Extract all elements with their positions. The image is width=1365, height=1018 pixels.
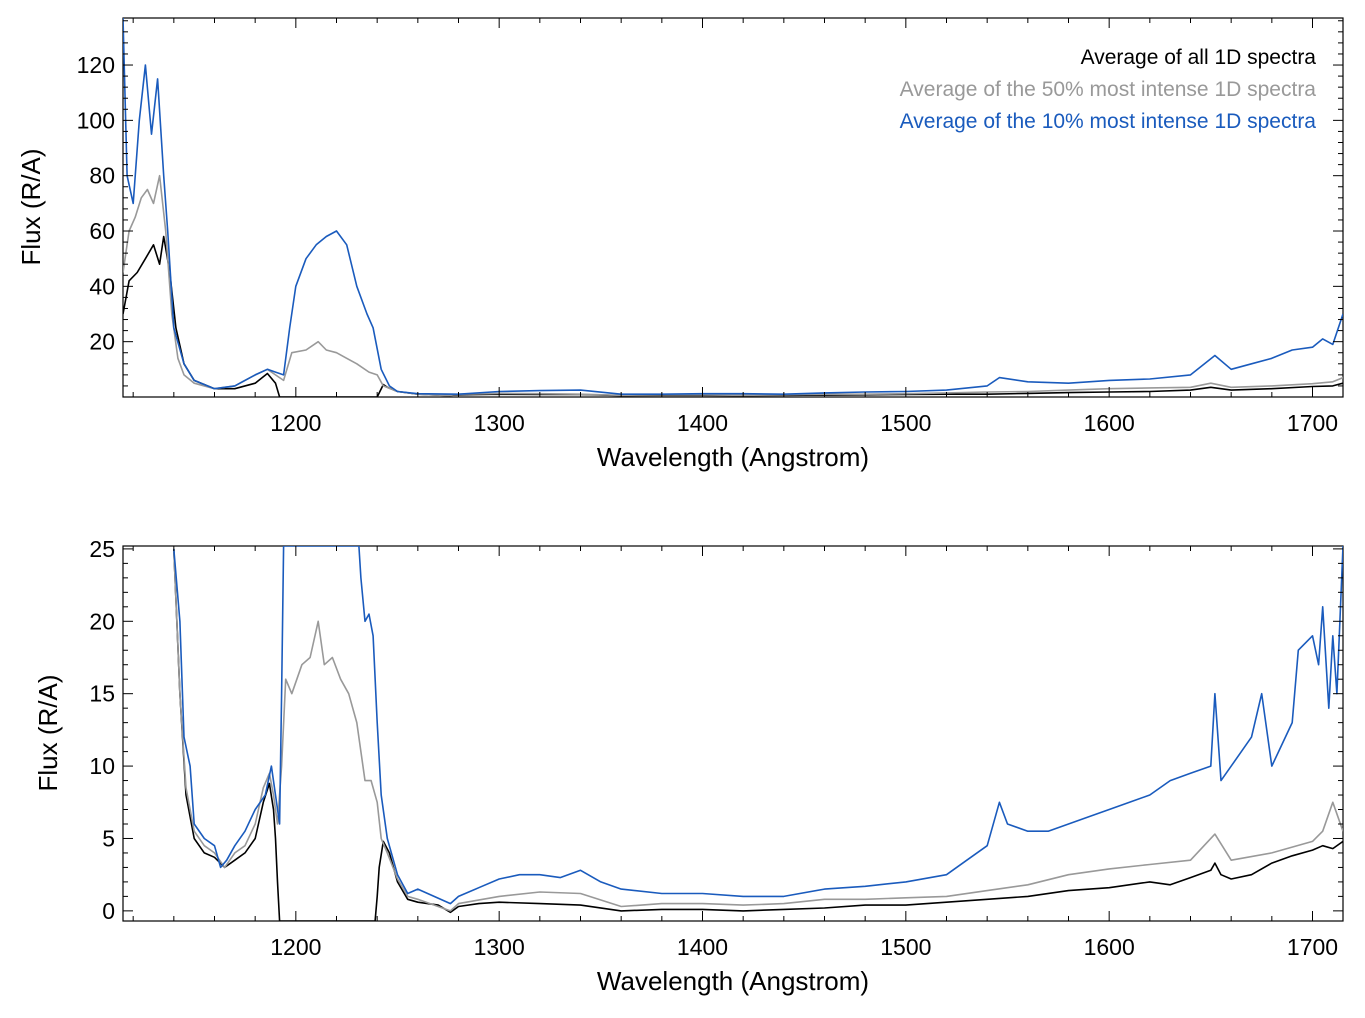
top-x-tick-label: 1300	[474, 410, 525, 436]
top-y-axis-title: Flux (R/A)	[16, 149, 46, 266]
top-x-tick-label: 1200	[270, 410, 321, 436]
bottom-y-tick-label: 20	[89, 608, 115, 634]
top-x-tick-label: 1500	[880, 410, 931, 436]
bottom-tick-layer: 1200 1300 1400 1500 1600 1700 0 5 10 15 20 25	[89, 536, 1343, 960]
legend-entry-10-percent: Average of the 10% most intense 1D spect…	[900, 110, 1317, 133]
top-y-tick-label: 120	[77, 52, 115, 78]
bottom-y-tick-label: 15	[89, 681, 115, 707]
bottom-series-layer	[173, 546, 1343, 921]
top-x-axis-title: Wavelength (Angstrom)	[597, 442, 869, 472]
top-tick-layer: 1200 1300 1400 1500 1600 1700 20 40 60 80 100 120	[77, 18, 1343, 436]
top-y-tick-label: 20	[89, 329, 115, 355]
bottom-x-tick-label: 1600	[1084, 934, 1135, 960]
legend: Average of all 1D spectra Average of the…	[900, 46, 1317, 133]
bottom-x-tick-label: 1200	[270, 934, 321, 960]
bottom-spectrum-panel: 1200 1300 1400 1500 1600 1700 0 5 10 15 20 25 Wavel…	[33, 536, 1344, 996]
legend-entry-50-percent: Average of the 50% most intense 1D spect…	[900, 78, 1317, 101]
top-x-tick-label: 1700	[1287, 410, 1338, 436]
top-y-tick-label: 80	[89, 163, 115, 189]
bottom-y-tick-label: 5	[102, 825, 115, 851]
bottom-x-tick-label: 1300	[474, 934, 525, 960]
top-y-tick-label: 60	[89, 218, 115, 244]
top-series-line-50-percent	[123, 174, 1343, 397]
top-series-line-10-percent	[123, 18, 1343, 396]
bottom-y-tick-label: 25	[89, 536, 115, 562]
top-x-tick-label: 1400	[677, 410, 728, 436]
bottom-x-tick-label: 1400	[677, 934, 728, 960]
top-y-tick-label: 100	[77, 107, 115, 133]
top-y-tick-label: 40	[89, 273, 115, 299]
top-spectrum-panel: 1200 1300 1400 1500 1600 1700 20 40 60 80 100 120 W…	[16, 17, 1344, 472]
legend-entry-all-spectra: Average of all 1D spectra	[1081, 46, 1317, 69]
bottom-y-tick-label: 10	[89, 753, 115, 779]
bottom-x-tick-label: 1700	[1287, 934, 1338, 960]
bottom-series-line-10-percent	[173, 546, 1343, 905]
bottom-y-axis-title: Flux (R/A)	[33, 675, 63, 792]
bottom-plot-frame	[122, 545, 1344, 922]
top-plot-frame	[122, 17, 1344, 398]
bottom-x-axis-title: Wavelength (Angstrom)	[597, 966, 869, 996]
bottom-y-tick-label: 0	[102, 898, 115, 924]
bottom-series-line-all-spectra	[173, 548, 1343, 921]
bottom-series-line-50-percent	[173, 548, 1343, 912]
top-x-tick-label: 1600	[1084, 410, 1135, 436]
bottom-x-tick-label: 1500	[880, 934, 931, 960]
